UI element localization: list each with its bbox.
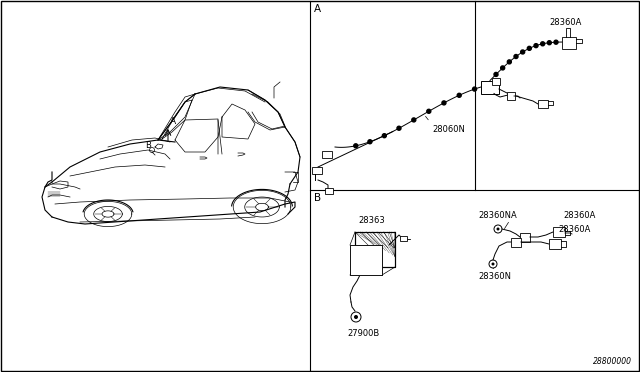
Text: 28360NA: 28360NA xyxy=(478,211,516,220)
Text: 28060N: 28060N xyxy=(432,125,465,134)
Circle shape xyxy=(514,55,518,58)
Circle shape xyxy=(527,46,531,50)
Bar xyxy=(492,78,500,85)
Circle shape xyxy=(554,40,558,44)
Text: 28360A: 28360A xyxy=(563,211,595,220)
Text: 28360A: 28360A xyxy=(558,225,590,234)
Bar xyxy=(549,239,561,249)
Circle shape xyxy=(412,118,416,122)
Circle shape xyxy=(382,134,387,138)
Bar xyxy=(355,232,395,267)
Bar xyxy=(520,233,530,242)
Text: B: B xyxy=(314,193,321,203)
Text: A: A xyxy=(170,117,176,126)
Circle shape xyxy=(492,263,495,266)
Text: 27900B: 27900B xyxy=(347,329,380,338)
Circle shape xyxy=(457,93,461,97)
Circle shape xyxy=(500,66,505,70)
Bar xyxy=(355,232,395,267)
Circle shape xyxy=(497,228,499,231)
Circle shape xyxy=(368,140,372,144)
Circle shape xyxy=(494,73,498,76)
Text: 28360A: 28360A xyxy=(549,18,581,27)
Circle shape xyxy=(534,44,538,48)
Circle shape xyxy=(397,126,401,130)
Text: 28800000: 28800000 xyxy=(593,357,632,366)
Bar xyxy=(325,188,333,194)
Text: A: A xyxy=(314,4,321,14)
Bar xyxy=(312,167,322,174)
Circle shape xyxy=(541,42,545,46)
Polygon shape xyxy=(355,232,395,267)
Bar xyxy=(322,151,332,158)
Text: B: B xyxy=(145,141,151,151)
Bar xyxy=(562,37,576,49)
Circle shape xyxy=(354,315,358,319)
Bar xyxy=(350,245,382,275)
Bar xyxy=(553,227,565,237)
Bar xyxy=(400,236,407,241)
Circle shape xyxy=(508,60,511,64)
Circle shape xyxy=(427,109,431,113)
Circle shape xyxy=(472,87,477,91)
Circle shape xyxy=(354,144,358,148)
Circle shape xyxy=(547,41,551,45)
Text: 28360N: 28360N xyxy=(478,272,511,281)
Bar xyxy=(538,100,548,108)
Bar xyxy=(481,80,499,93)
Text: 28363: 28363 xyxy=(358,216,385,225)
Bar xyxy=(511,238,521,247)
Bar xyxy=(507,92,515,100)
Bar xyxy=(350,245,382,275)
Circle shape xyxy=(521,50,525,54)
Circle shape xyxy=(442,101,446,105)
